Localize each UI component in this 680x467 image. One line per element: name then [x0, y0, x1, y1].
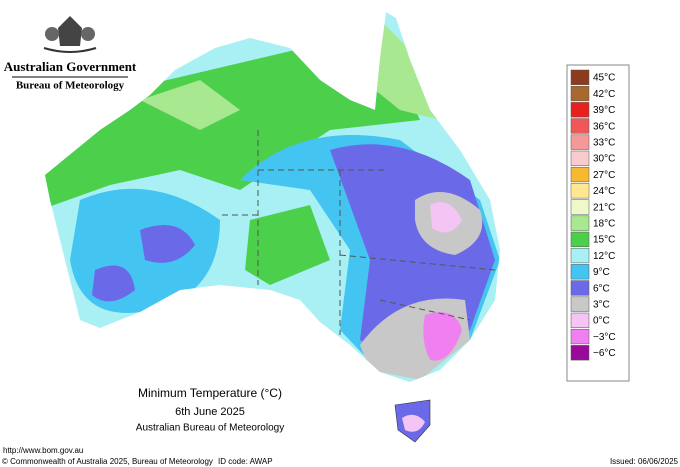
- legend-swatch: [570, 102, 590, 118]
- legend-label: 45°C: [593, 73, 615, 84]
- legend-label: 24°C: [593, 186, 615, 197]
- footer-issued: Issued: 06/06/2025: [610, 457, 679, 466]
- legend-swatch: [570, 345, 590, 361]
- legend-swatch: [570, 69, 590, 85]
- footer-copyright: © Commonwealth of Australia 2025, Bureau…: [2, 457, 213, 466]
- tasmania: [394, 399, 431, 443]
- legend-label: 27°C: [593, 170, 615, 181]
- legend-swatch: [570, 166, 590, 183]
- legend-swatch: [570, 328, 590, 345]
- emblem: [43, 16, 97, 53]
- legend-swatch: [570, 296, 590, 312]
- legend-label: 15°C: [593, 235, 615, 246]
- footer-url: http://www.bom.gov.au: [3, 446, 83, 455]
- legend-label: 9°C: [593, 267, 610, 278]
- legend-label: 33°C: [593, 138, 615, 149]
- legend-label: 39°C: [593, 105, 615, 116]
- legend-swatch: [570, 150, 590, 166]
- bureau-name: Bureau of Meteorology: [16, 80, 125, 92]
- map-date: 6th June 2025: [175, 406, 245, 418]
- map-source: Australian Bureau of Meteorology: [136, 423, 284, 434]
- legend-label: −6°C: [593, 348, 616, 359]
- legend-label: −3°C: [593, 332, 616, 343]
- legend-swatch: [570, 264, 590, 280]
- legend-swatch: [570, 312, 590, 328]
- legend-label: 6°C: [593, 283, 610, 294]
- legend-label: 3°C: [593, 300, 610, 311]
- legend-swatch: [570, 85, 590, 102]
- legend-label: 12°C: [593, 251, 615, 262]
- legend-label: 30°C: [593, 154, 615, 165]
- legend-swatch: [570, 280, 590, 296]
- legend-swatch: [570, 231, 590, 247]
- legend-swatch: [570, 247, 590, 264]
- map-title: Minimum Temperature (°C): [138, 386, 282, 400]
- legend-swatch: [570, 134, 590, 150]
- legend-label: 21°C: [593, 202, 615, 213]
- legend-label: 36°C: [593, 121, 615, 132]
- legend-swatch: [570, 199, 590, 215]
- legend: 45°C 42°C 39°C 36°C 33°C 30°C 27°C 24°C 21°C 18°C…: [570, 69, 616, 361]
- footer-id: ID code: AWAP: [218, 457, 273, 466]
- legend-label: 0°C: [593, 316, 610, 327]
- legend-swatch: [570, 215, 590, 231]
- legend-swatch: [570, 118, 590, 134]
- legend-label: 18°C: [593, 219, 615, 230]
- government-name: Australian Government: [4, 59, 137, 74]
- legend-swatch: [570, 183, 590, 199]
- legend-label: 42°C: [593, 89, 615, 100]
